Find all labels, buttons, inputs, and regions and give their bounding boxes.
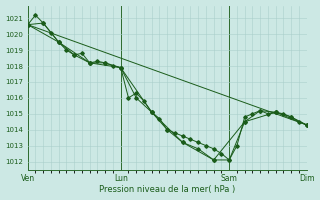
X-axis label: Pression niveau de la mer( hPa ): Pression niveau de la mer( hPa ) [99,185,235,194]
